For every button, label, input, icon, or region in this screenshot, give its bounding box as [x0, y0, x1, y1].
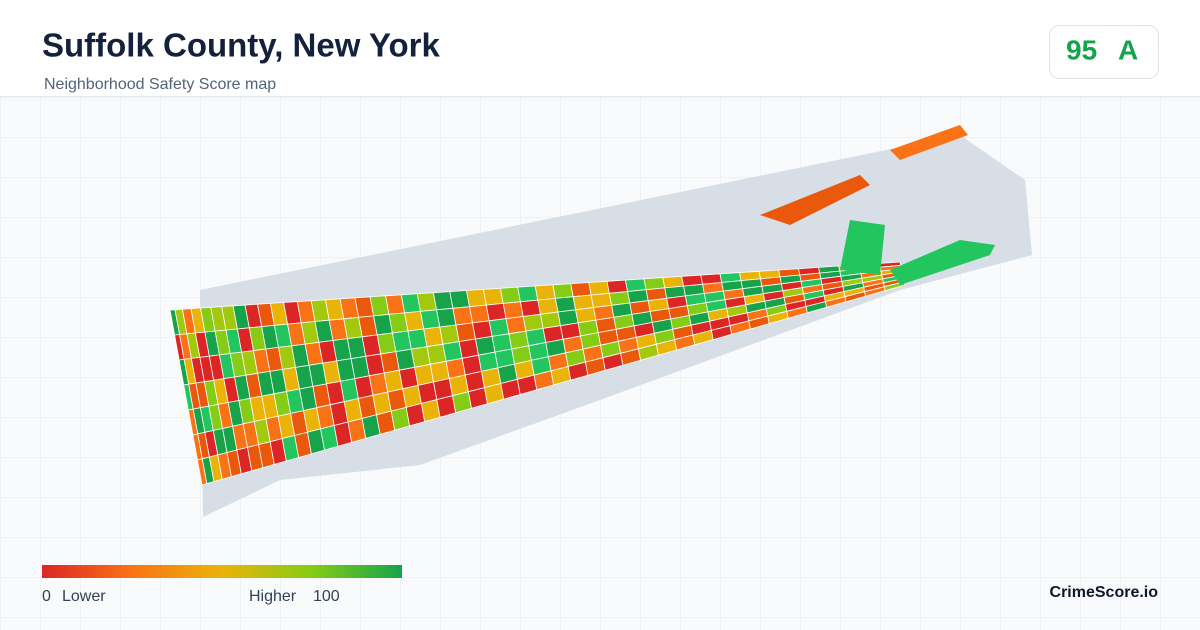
neighborhood: [624, 278, 647, 292]
brand: CrimeScore.io: [1050, 584, 1159, 601]
neighborhood: [482, 287, 504, 306]
score-grade: A: [1118, 34, 1138, 65]
score-badge: [1049, 25, 1159, 79]
legend-min-label: Lower: [62, 588, 106, 605]
neighborhood: [554, 296, 577, 313]
subtitle: Neighborhood Safety Score map: [44, 76, 276, 93]
neighborhood: [502, 301, 524, 320]
neighborhood: [499, 286, 521, 304]
neighborhood: [606, 279, 629, 294]
neighborhood: [449, 290, 470, 309]
legend-bar: [42, 565, 402, 578]
neighborhood: [537, 297, 559, 315]
neighborhood: [469, 304, 490, 324]
neighborhood: [890, 240, 995, 285]
neighborhood: [472, 320, 493, 340]
legend-min: 0: [42, 588, 51, 605]
legend-max-label: Higher: [249, 588, 297, 605]
score-value: 95: [1066, 34, 1097, 65]
neighborhood: [485, 302, 507, 322]
legend-max: 100: [313, 588, 340, 605]
header-band: [0, 0, 1200, 96]
neighborhood: [588, 280, 610, 296]
neighborhood: [534, 284, 556, 301]
neighborhood: [840, 220, 885, 275]
neighborhood: [517, 285, 539, 303]
neighborhood: [519, 299, 541, 317]
neighborhood: [890, 125, 968, 160]
neighborhood: [488, 318, 510, 337]
neighborhoods: [169, 125, 995, 486]
neighborhood: [452, 306, 473, 326]
neighborhood: [570, 282, 592, 298]
neighborhood: [552, 283, 574, 299]
neighborhood: [466, 288, 487, 308]
neighborhood: [455, 322, 476, 343]
title: Suffolk County, New York: [42, 27, 441, 64]
neighborhood: [760, 175, 870, 225]
